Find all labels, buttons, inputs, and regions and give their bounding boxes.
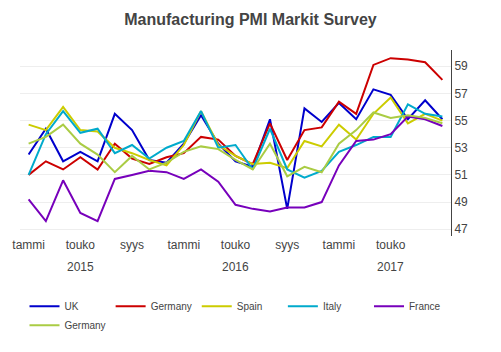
svg-text:tammi: tammi — [12, 238, 45, 252]
svg-text:47: 47 — [454, 222, 468, 236]
svg-text:touko: touko — [66, 238, 96, 252]
svg-text:Germany: Germany — [151, 301, 192, 312]
svg-text:51: 51 — [454, 168, 468, 182]
svg-text:UK: UK — [65, 301, 79, 312]
svg-text:53: 53 — [454, 141, 468, 155]
svg-text:Manufacturing PMI Markit Surve: Manufacturing PMI Markit Survey — [124, 11, 377, 28]
svg-text:2017: 2017 — [377, 260, 404, 274]
svg-text:France: France — [409, 301, 441, 312]
svg-text:tammi: tammi — [167, 238, 200, 252]
svg-text:touko: touko — [376, 238, 406, 252]
svg-text:57: 57 — [454, 87, 468, 101]
svg-text:Italy: Italy — [323, 301, 341, 312]
svg-text:2016: 2016 — [222, 260, 249, 274]
svg-text:Spain: Spain — [237, 301, 263, 312]
svg-text:59: 59 — [454, 59, 468, 73]
svg-text:syys: syys — [275, 238, 299, 252]
svg-text:syys: syys — [120, 238, 144, 252]
svg-text:touko: touko — [221, 238, 251, 252]
svg-text:2015: 2015 — [67, 260, 94, 274]
svg-text:Germany: Germany — [65, 320, 106, 331]
svg-text:tammi: tammi — [323, 238, 356, 252]
svg-text:55: 55 — [454, 114, 468, 128]
svg-text:49: 49 — [454, 195, 468, 209]
